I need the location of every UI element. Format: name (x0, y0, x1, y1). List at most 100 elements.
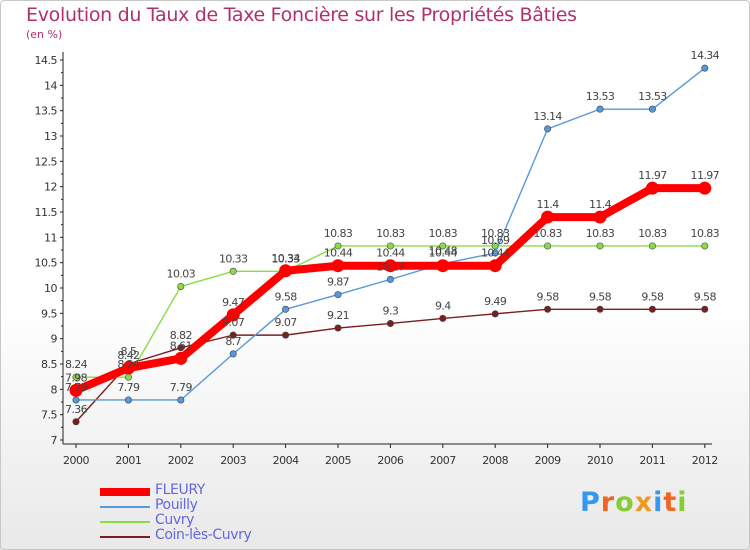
data-label-coin-l-s-cuvry: 8.82 (170, 329, 192, 342)
data-label-coin-l-s-cuvry: 9.58 (537, 290, 560, 303)
data-label-coin-l-s-cuvry: 9.4 (435, 299, 451, 312)
y-tick-label: 9.5 (41, 307, 57, 320)
data-point-fleury (698, 181, 712, 195)
data-point-coin-l-s-cuvry (72, 418, 80, 426)
data-label-fleury: 10.44 (429, 247, 458, 260)
logo-letter: r (600, 487, 616, 518)
data-point-coin-l-s-cuvry (544, 305, 552, 313)
y-tick-label: 10.5 (35, 257, 58, 270)
data-label-fleury: 10.34 (271, 252, 300, 265)
data-label-cuvry: 10.83 (429, 227, 458, 240)
data-label-pouilly: 10.69 (481, 234, 510, 247)
data-point-pouilly (124, 396, 132, 404)
data-point-cuvry (701, 242, 709, 250)
data-point-cuvry (439, 242, 447, 250)
legend-label-pouilly: Pouilly (155, 497, 198, 513)
data-point-fleury (174, 351, 188, 365)
data-label-cuvry: 10.03 (167, 267, 196, 280)
data-point-fleury (593, 210, 607, 224)
y-tick-label: 11 (44, 231, 57, 244)
data-label-pouilly: 10.17 (376, 260, 405, 273)
data-point-cuvry (596, 242, 604, 250)
data-label-coin-l-s-cuvry: 9.07 (222, 316, 245, 329)
data-label-cuvry: 10.83 (324, 227, 353, 240)
data-label-cuvry: 10.33 (219, 252, 248, 265)
data-label-fleury: 9.47 (222, 296, 245, 309)
chart-title: Evolution du Taux de Taxe Foncière sur l… (26, 4, 577, 26)
data-label-pouilly: 10.48 (429, 245, 458, 258)
data-point-coin-l-s-cuvry (177, 344, 185, 352)
data-point-pouilly (229, 350, 237, 358)
legend-swatch-pouilly (100, 506, 150, 508)
data-label-coin-l-s-cuvry: 8.5 (121, 345, 137, 358)
legend-swatch-coin-les-cuvry (100, 536, 150, 538)
logo-letter: i (653, 487, 664, 518)
y-tick-label: 13 (44, 130, 57, 143)
data-point-cuvry (544, 242, 552, 250)
data-point-fleury (121, 361, 135, 375)
legend-label-fleury: FLEURY (155, 482, 205, 498)
data-label-coin-l-s-cuvry: 9.58 (641, 290, 664, 303)
x-tick-label: 2009 (535, 454, 561, 467)
data-label-pouilly: 9.58 (275, 290, 298, 303)
data-point-pouilly (386, 275, 394, 283)
y-tick-label: 11.5 (35, 206, 58, 219)
data-point-fleury (383, 259, 397, 273)
data-point-fleury (331, 259, 345, 273)
data-label-cuvry: 8.24 (65, 358, 88, 371)
data-label-pouilly: 7.79 (117, 381, 140, 394)
x-tick-label: 2012 (692, 454, 718, 467)
x-tick-label: 2002 (168, 454, 194, 467)
x-tick-label: 2008 (482, 454, 508, 467)
data-label-fleury: 8.61 (170, 339, 192, 352)
data-label-fleury: 11.4 (589, 198, 612, 211)
data-label-cuvry: 10.83 (533, 227, 562, 240)
data-point-coin-l-s-cuvry (386, 319, 394, 327)
data-label-pouilly: 7.79 (170, 381, 193, 394)
data-label-pouilly: 7.79 (65, 381, 88, 394)
x-tick-label: 2006 (377, 454, 403, 467)
y-tick-label: 7.5 (41, 409, 57, 422)
data-point-coin-l-s-cuvry (596, 305, 604, 313)
data-point-cuvry (177, 282, 185, 290)
data-point-fleury (69, 383, 83, 397)
data-label-cuvry: 10.83 (376, 227, 405, 240)
data-point-fleury (645, 181, 659, 195)
x-tick-label: 2005 (325, 454, 351, 467)
data-label-pouilly: 13.53 (638, 90, 667, 103)
y-tick-label: 7 (51, 434, 58, 447)
x-tick-label: 2003 (220, 454, 246, 467)
data-label-fleury: 8.42 (117, 349, 139, 362)
logo-letter: t (663, 487, 678, 518)
data-point-coin-l-s-cuvry (491, 310, 499, 318)
data-label-fleury: 10.44 (481, 247, 510, 260)
data-label-coin-l-s-cuvry: 9.07 (275, 316, 298, 329)
data-label-coin-l-s-cuvry: 9.3 (383, 304, 399, 317)
data-label-fleury: 11.97 (691, 169, 720, 182)
data-label-coin-l-s-cuvry: 9.58 (694, 290, 717, 303)
logo-letter: i (677, 487, 688, 518)
data-point-fleury (279, 264, 293, 278)
data-label-pouilly: 13.14 (533, 110, 562, 123)
x-tick-label: 2007 (430, 454, 456, 467)
data-point-cuvry (124, 373, 132, 381)
data-label-pouilly: 13.53 (586, 90, 615, 103)
data-point-coin-l-s-cuvry (229, 331, 237, 339)
data-point-cuvry (386, 242, 394, 250)
data-label-coin-l-s-cuvry: 9.49 (484, 295, 507, 308)
data-point-pouilly (701, 64, 709, 72)
y-tick-label: 8 (51, 383, 58, 396)
data-point-fleury (436, 259, 450, 273)
data-point-coin-l-s-cuvry (701, 305, 709, 313)
y-tick-label: 14 (44, 79, 57, 92)
proxiti-logo: Proxiti (580, 487, 688, 518)
data-label-cuvry: 10.83 (691, 227, 720, 240)
data-point-pouilly (544, 125, 552, 133)
data-label-pouilly: 9.87 (327, 276, 350, 289)
x-tick-label: 2004 (273, 454, 299, 467)
data-point-fleury (226, 308, 240, 322)
data-label-coin-l-s-cuvry: 7.36 (65, 403, 88, 416)
data-point-coin-l-s-cuvry (439, 314, 447, 322)
y-tick-label: 13.5 (35, 105, 58, 118)
